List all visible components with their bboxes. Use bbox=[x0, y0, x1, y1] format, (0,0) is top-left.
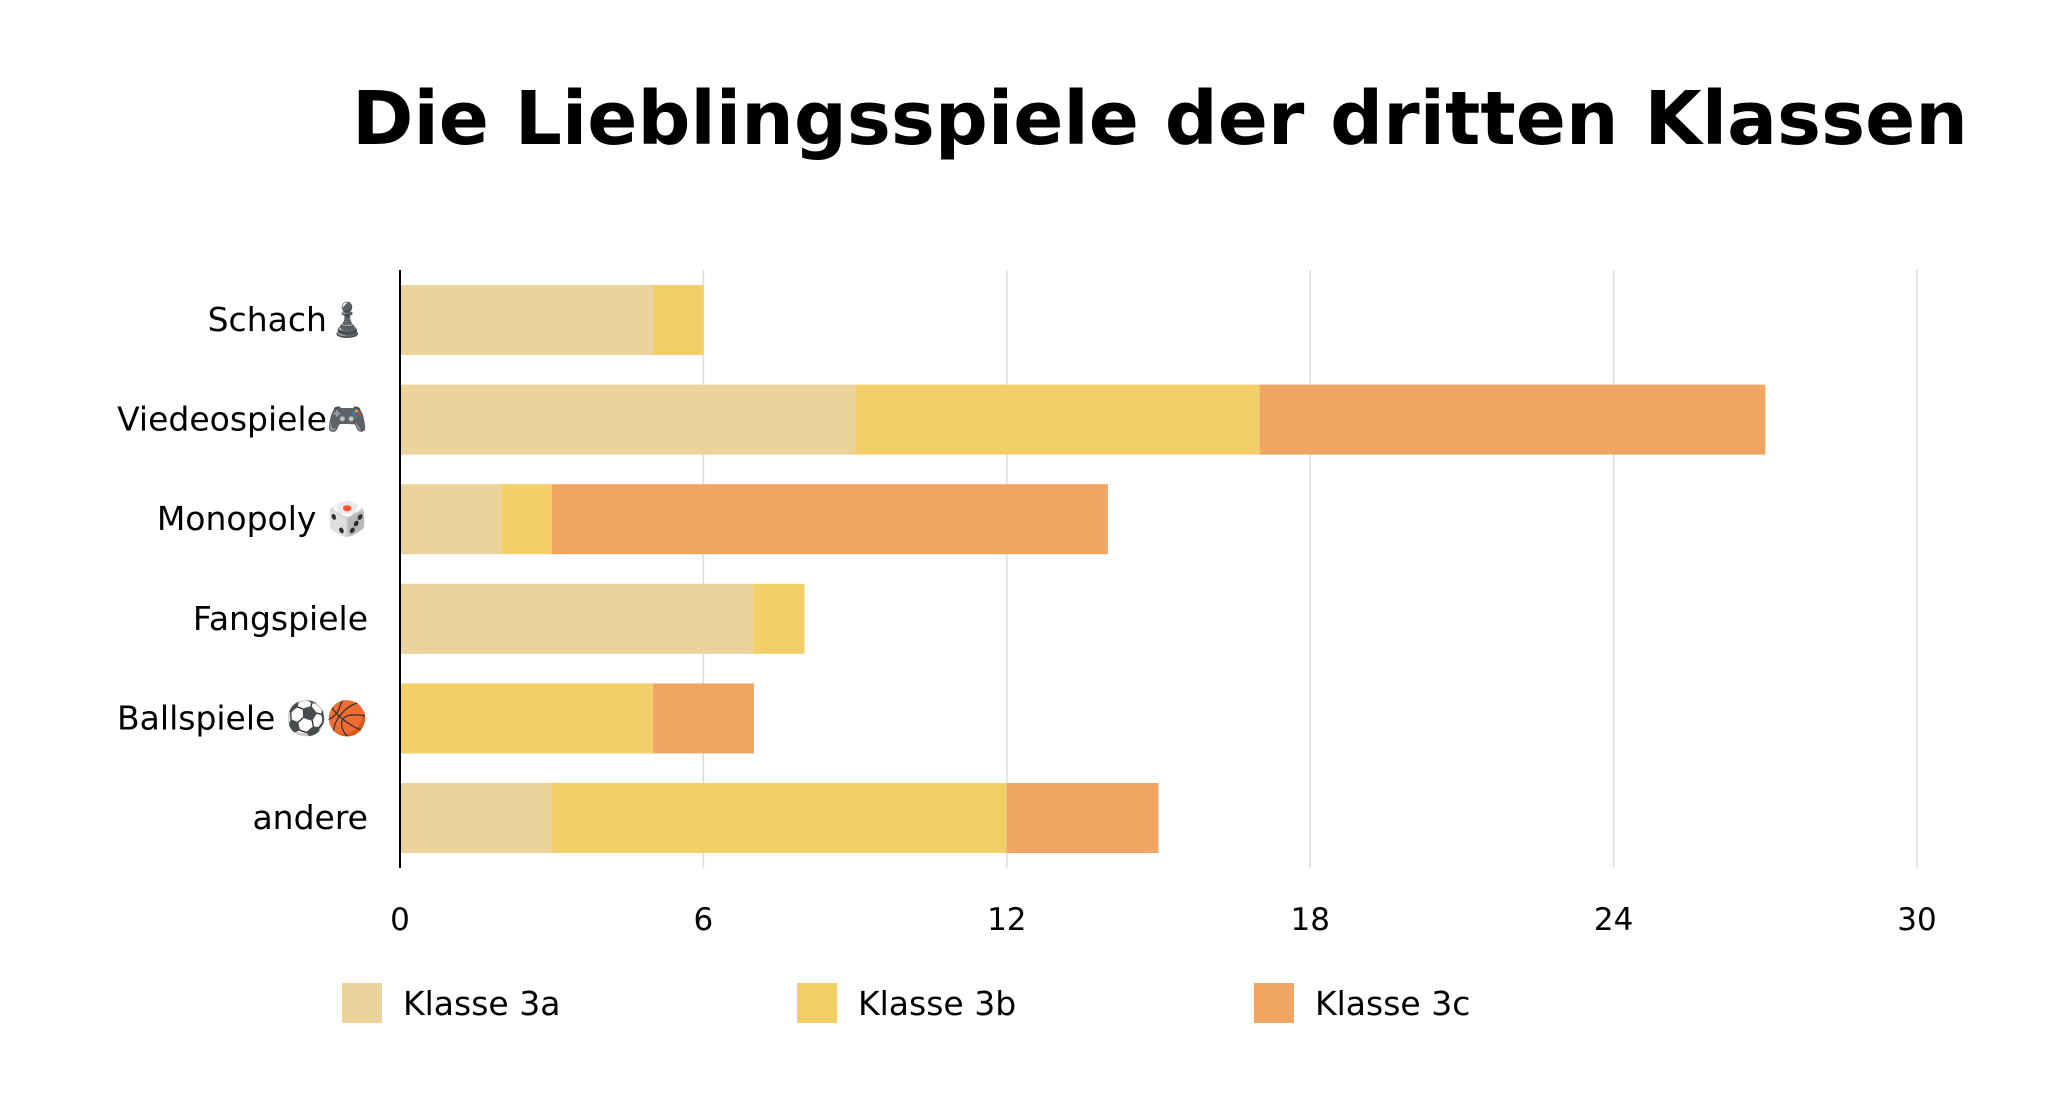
legend-swatch bbox=[342, 983, 382, 1023]
bar-segment bbox=[1259, 384, 1766, 455]
bar-segment bbox=[753, 583, 805, 654]
category-label: Fangspiele bbox=[193, 599, 368, 638]
legend: Klasse 3a Klasse 3b Klasse 3c bbox=[342, 983, 1470, 1023]
bar-segment bbox=[855, 384, 1260, 455]
category-label: Schach♟️ bbox=[208, 300, 368, 339]
bar-segment bbox=[400, 683, 653, 754]
x-tick-label: 0 bbox=[390, 902, 410, 938]
bar-segment bbox=[400, 783, 552, 853]
legend-swatch bbox=[797, 983, 837, 1023]
chart-title: Die Lieblingsspiele der dritten Klassen bbox=[352, 76, 1968, 162]
category-label: Ballspiele ⚽️🏀 bbox=[117, 696, 368, 739]
bar-segment bbox=[400, 484, 502, 555]
x-tick-label: 6 bbox=[694, 902, 714, 938]
bar-segment bbox=[400, 583, 754, 654]
x-tick-label: 24 bbox=[1594, 902, 1633, 938]
x-tick-label: 12 bbox=[987, 902, 1026, 938]
category-labels: Schach♟️ Viedeospiele🎮 Monopoly 🎲 Fangspiel… bbox=[117, 300, 368, 837]
legend-label: Klasse 3a bbox=[403, 984, 560, 1023]
x-tick-label: 30 bbox=[1897, 902, 1936, 938]
bar-segment bbox=[652, 285, 704, 355]
category-label: andere bbox=[252, 798, 368, 837]
legend-label: Klasse 3b bbox=[858, 984, 1016, 1023]
bar-segment bbox=[1006, 783, 1159, 853]
bar-segment bbox=[501, 484, 552, 555]
category-label: Viedeospiele🎮 bbox=[117, 400, 368, 439]
category-label: Monopoly 🎲 bbox=[157, 499, 368, 538]
bar-segment bbox=[551, 783, 1007, 853]
legend-label: Klasse 3c bbox=[1315, 984, 1470, 1023]
bar-segment bbox=[400, 384, 856, 455]
bars bbox=[400, 285, 1766, 853]
grid-lines bbox=[702, 270, 1918, 868]
legend-swatch bbox=[1254, 983, 1294, 1023]
bar-segment bbox=[652, 683, 754, 754]
x-tick-labels: 0 6 12 18 24 30 bbox=[390, 902, 1937, 938]
bar-segment bbox=[551, 484, 1108, 555]
x-tick-label: 18 bbox=[1290, 902, 1329, 938]
bar-segment bbox=[400, 285, 653, 355]
